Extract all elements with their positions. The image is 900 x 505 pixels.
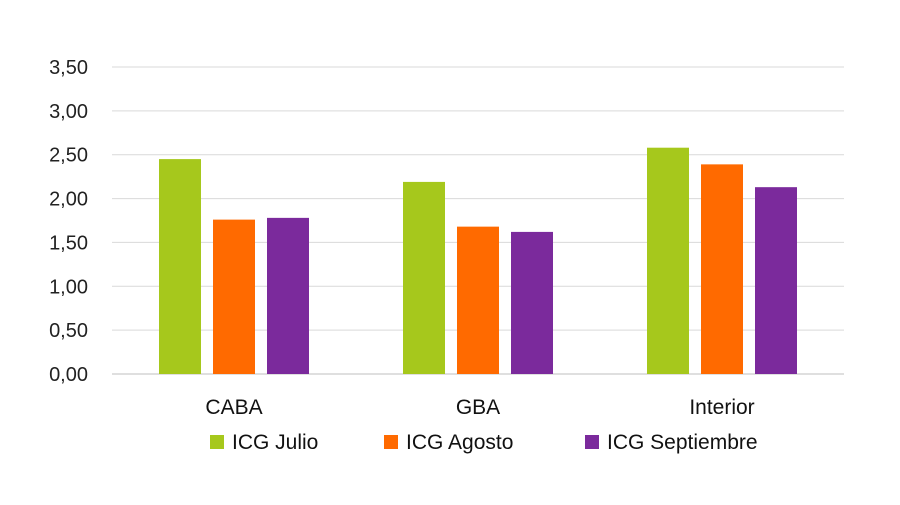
bar [403,181,445,374]
legend-label: ICG Septiembre [607,431,758,454]
bar [755,187,797,374]
bar [457,226,499,374]
y-tick-label: 3,00 [49,101,88,123]
y-tick-label: 0,00 [49,364,88,386]
x-category-label: CABA [205,396,262,419]
y-tick-label: 0,50 [49,320,88,342]
bar [647,147,689,374]
legend-swatch [384,435,398,449]
bar [267,217,309,374]
legend-label: ICG Agosto [406,431,513,454]
y-tick-label: 1,00 [49,276,88,298]
y-tick-label: 3,50 [49,57,88,79]
y-axis-ticks: 0,00 0,50 1,00 1,50 2,00 2,50 3,00 3,50 [49,57,88,386]
y-tick-label: 2,00 [49,189,88,211]
legend-swatch [585,435,599,449]
bar [213,219,255,374]
bar [159,159,201,374]
y-tick-label: 1,50 [49,232,88,254]
legend: ICG Julio ICG Agosto ICG Septiembre [210,431,758,454]
legend-label: ICG Julio [232,431,318,454]
bar [701,164,743,374]
x-category-label: Interior [689,396,754,419]
bars [159,147,797,374]
legend-swatch [210,435,224,449]
y-tick-label: 2,50 [49,145,88,167]
x-category-label: GBA [456,396,500,419]
x-axis-categories: CABA GBA Interior [205,396,754,419]
bar [511,231,553,374]
